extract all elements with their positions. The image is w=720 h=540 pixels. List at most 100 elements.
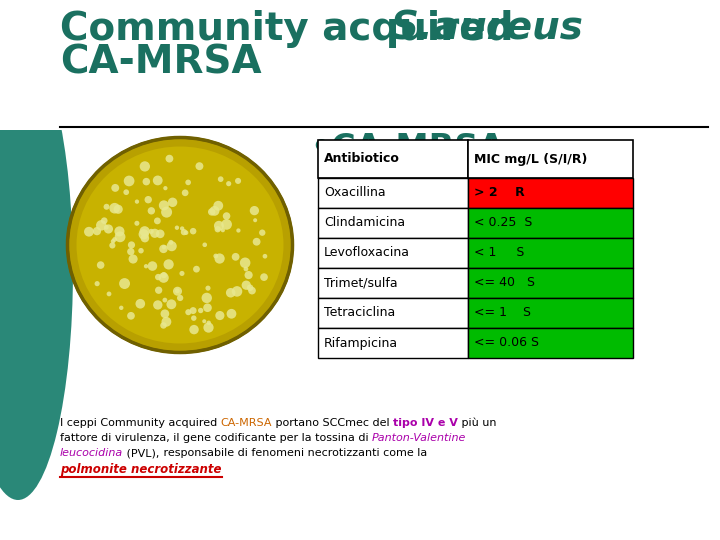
Circle shape: [161, 272, 167, 278]
Circle shape: [243, 267, 248, 272]
Circle shape: [94, 281, 99, 286]
Circle shape: [138, 229, 149, 239]
Circle shape: [226, 181, 231, 186]
Circle shape: [213, 201, 223, 211]
Circle shape: [166, 241, 176, 251]
Circle shape: [163, 298, 167, 302]
Text: tipo IV e V: tipo IV e V: [393, 418, 458, 428]
Circle shape: [242, 281, 251, 290]
Circle shape: [119, 306, 123, 310]
Circle shape: [191, 315, 197, 321]
Circle shape: [148, 229, 154, 234]
Circle shape: [185, 180, 191, 185]
Circle shape: [177, 295, 184, 301]
Circle shape: [159, 245, 168, 253]
Circle shape: [213, 254, 218, 259]
Text: (PVL),: (PVL),: [123, 448, 160, 458]
Circle shape: [154, 218, 161, 224]
Text: < 1     S: < 1 S: [474, 246, 524, 260]
Circle shape: [150, 229, 159, 238]
Circle shape: [84, 227, 94, 237]
Circle shape: [161, 317, 171, 327]
Circle shape: [181, 190, 189, 196]
Text: responsabile di fenomeni necrotizzanti come la: responsabile di fenomeni necrotizzanti c…: [160, 448, 427, 458]
Text: < 0.25  S: < 0.25 S: [474, 217, 532, 230]
Circle shape: [203, 322, 214, 333]
Circle shape: [190, 228, 197, 234]
Ellipse shape: [68, 138, 292, 353]
Circle shape: [163, 259, 174, 269]
Circle shape: [127, 312, 135, 320]
Circle shape: [247, 285, 253, 291]
Bar: [468, 208, 633, 238]
Circle shape: [128, 241, 135, 248]
Circle shape: [218, 177, 223, 182]
Text: CA-MRSA: CA-MRSA: [221, 418, 272, 428]
Circle shape: [153, 176, 163, 185]
Circle shape: [175, 226, 179, 230]
Circle shape: [248, 287, 256, 294]
Circle shape: [138, 248, 144, 253]
Circle shape: [155, 287, 162, 294]
Circle shape: [104, 225, 109, 229]
Circle shape: [179, 271, 184, 276]
Circle shape: [144, 264, 148, 268]
Text: leucocidina: leucocidina: [60, 448, 123, 458]
Circle shape: [101, 218, 107, 224]
Text: portano SCCmec del: portano SCCmec del: [272, 418, 393, 428]
Circle shape: [159, 200, 169, 211]
Text: Clindamicina: Clindamicina: [324, 217, 405, 230]
Circle shape: [140, 234, 149, 242]
Circle shape: [135, 299, 145, 308]
Circle shape: [240, 258, 251, 268]
Circle shape: [156, 230, 165, 238]
Circle shape: [107, 292, 112, 296]
Circle shape: [114, 226, 125, 237]
Text: I ceppi Community acquired: I ceppi Community acquired: [60, 418, 221, 428]
Bar: [318, 178, 468, 208]
Text: polmonite necrotizzante: polmonite necrotizzante: [60, 463, 222, 476]
Bar: [318, 298, 468, 328]
Bar: [468, 140, 633, 178]
Text: MIC mg/L (S/I/R): MIC mg/L (S/I/R): [474, 152, 588, 165]
Circle shape: [173, 287, 182, 296]
Ellipse shape: [0, 40, 73, 500]
Text: <= 40   S: <= 40 S: [474, 276, 535, 289]
Bar: [318, 328, 468, 358]
Circle shape: [214, 221, 224, 231]
Circle shape: [109, 203, 120, 213]
Circle shape: [111, 239, 115, 244]
Text: Community acquired: Community acquired: [60, 10, 527, 48]
Bar: [468, 238, 633, 268]
Circle shape: [119, 278, 130, 289]
Circle shape: [198, 308, 203, 313]
Circle shape: [180, 226, 184, 231]
Circle shape: [222, 212, 230, 220]
Circle shape: [135, 221, 140, 226]
Circle shape: [140, 226, 150, 237]
Circle shape: [189, 325, 199, 334]
Circle shape: [227, 309, 236, 319]
Circle shape: [202, 293, 212, 303]
Bar: [468, 328, 633, 358]
Text: <= 1    S: <= 1 S: [474, 307, 531, 320]
Circle shape: [221, 219, 232, 230]
Circle shape: [112, 237, 117, 242]
Circle shape: [208, 208, 215, 215]
Circle shape: [185, 309, 192, 315]
Circle shape: [129, 254, 138, 264]
Text: fattore di virulenza, il gene codificante per la tossina di: fattore di virulenza, il gene codificant…: [60, 433, 372, 443]
Circle shape: [195, 162, 203, 170]
Text: Levofloxacina: Levofloxacina: [324, 246, 410, 260]
Circle shape: [127, 248, 135, 255]
Circle shape: [148, 207, 155, 214]
Circle shape: [202, 242, 207, 247]
Circle shape: [135, 199, 139, 204]
Circle shape: [166, 155, 174, 163]
Circle shape: [184, 231, 189, 235]
Text: Oxacillina: Oxacillina: [324, 186, 386, 199]
Circle shape: [153, 300, 163, 309]
Circle shape: [210, 206, 220, 216]
Text: Trimet/sulfa: Trimet/sulfa: [324, 276, 397, 289]
Circle shape: [232, 286, 243, 296]
